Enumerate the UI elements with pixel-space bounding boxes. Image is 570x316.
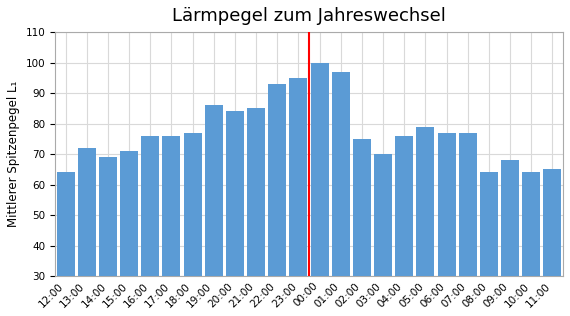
Bar [501,160,519,276]
Title: Lärmpegel zum Jahreswechsel: Lärmpegel zum Jahreswechsel [172,7,446,25]
Bar [332,72,350,276]
Bar [205,105,223,276]
Bar [311,63,328,276]
Bar [162,136,181,276]
Bar [141,136,159,276]
Bar [226,111,244,276]
Bar [184,133,202,276]
Bar [459,133,477,276]
Y-axis label: Mittlerer Spitzenpegel L₁: Mittlerer Spitzenpegel L₁ [7,81,20,227]
Bar [438,133,455,276]
Bar [374,154,392,276]
Bar [353,139,371,276]
Bar [56,172,75,276]
Bar [395,136,413,276]
Bar [99,157,117,276]
Bar [417,127,434,276]
Bar [543,169,561,276]
Bar [290,78,307,276]
Bar [522,172,540,276]
Bar [480,172,498,276]
Bar [247,108,265,276]
Bar [78,148,96,276]
Bar [268,84,286,276]
Bar [120,151,138,276]
